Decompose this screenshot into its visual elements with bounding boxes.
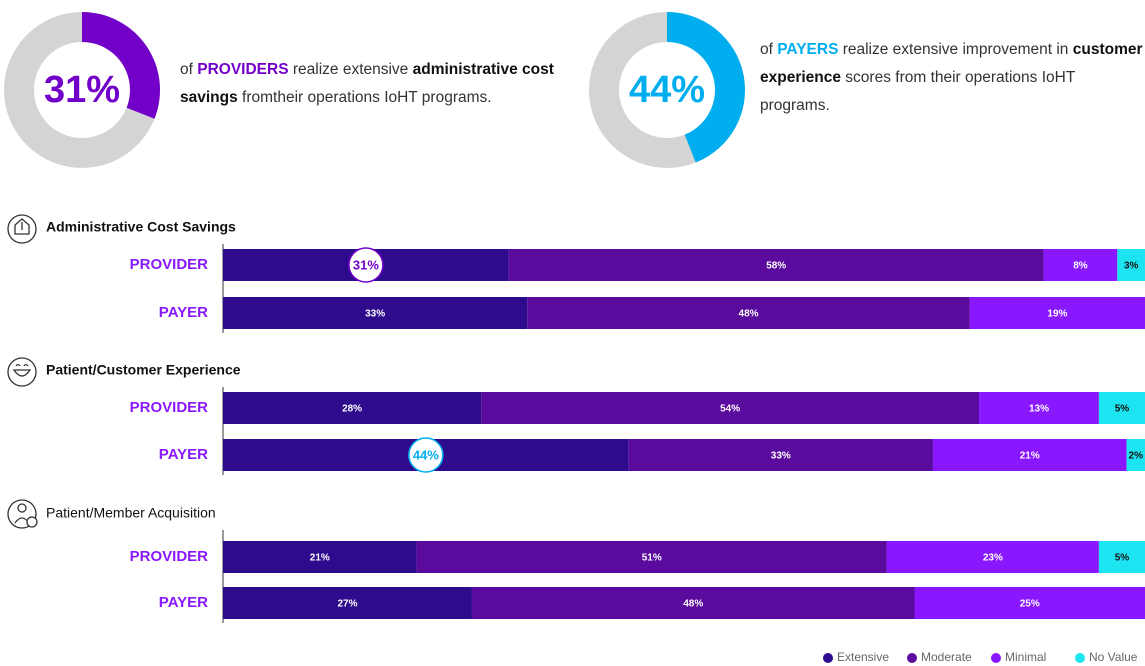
value-label: 5% [1115,404,1130,415]
text-part: fromtheir operations IoHT programs. [237,89,492,106]
value-label: 48% [683,599,703,610]
icon [14,218,30,235]
legend-label: Moderate [921,650,972,664]
bar-segment [1043,249,1118,281]
icon [7,214,37,244]
value-label: 27% [337,599,357,610]
value-label: 3% [1124,261,1139,272]
bar-segment [508,249,1044,281]
description: of PROVIDERS realize extensive administr… [180,56,570,112]
donut-segment [82,12,160,119]
bar-segment [527,297,970,329]
donut-label: 31% [44,69,120,111]
bar-segment [1098,541,1145,573]
value-label: 23% [983,553,1003,564]
bar-segment [979,392,1099,424]
donut-label: 44% [629,69,705,111]
icon [7,357,37,387]
value-label: 25% [1020,599,1040,610]
bar-segment [223,541,417,573]
bar-segment [416,541,887,573]
value-label: 5% [1115,553,1130,564]
bar-segment [969,297,1145,329]
bar-segment [1126,439,1145,471]
value-label: 33% [365,309,385,320]
value-label: 21% [1020,451,1040,462]
icons [7,214,38,529]
legend-swatch [991,653,1001,663]
description: of PAYERS realize extensive improvement … [760,36,1145,120]
value-label: 54% [720,404,740,415]
value-label: 48% [739,309,759,320]
value-label: 8% [1073,261,1088,272]
text-part: PAYERS [777,41,839,58]
bar-segment [932,439,1127,471]
value-label: 31% [353,257,379,272]
bar-segment [886,541,1099,573]
text-part: customer experience [760,41,1143,86]
value-label: 28% [342,404,362,415]
text-part: scores from their operations IoHT progra… [760,69,1076,114]
text-part: administrative cost savings [180,61,554,106]
text-part: of [180,61,198,78]
bar-segment [223,587,472,619]
legend-label: Minimal [1005,650,1046,664]
group-title: Administrative Cost Savings [46,219,236,235]
value-label: 2% [1129,451,1144,462]
legend-swatch [1075,653,1085,663]
icon [7,499,37,529]
value-label: 33% [771,451,791,462]
bar-segment [914,587,1145,619]
text-part: PROVIDERS [197,61,289,78]
donut-segment [667,12,745,163]
bar-segment [481,392,980,424]
group-title: Patient/Member Acquisition [46,505,216,521]
highlight-circle [348,247,384,283]
bar-segment [628,439,933,471]
category-label: PROVIDER [130,256,209,273]
legend-label: No Value [1089,650,1138,664]
category-label: PAYER [159,594,208,611]
value-label: 21% [310,553,330,564]
text-part: of [760,41,778,58]
category-label: PROVIDER [130,399,209,416]
legend-swatch [907,653,917,663]
legend-swatch [823,653,833,663]
bar-segment [471,587,915,619]
group-title: Patient/Customer Experience [46,362,241,378]
category-label: PROVIDER [130,548,209,565]
bar-segment [1117,249,1145,281]
icon [26,516,38,528]
value-label: 58% [766,261,786,272]
icon [12,363,32,377]
value-label: 19% [1047,309,1067,320]
bar-segment [223,392,482,424]
category-label: PAYER [159,304,208,321]
bar-segment [1098,392,1145,424]
bar-segment [223,297,528,329]
legend-label: Extensive [837,650,889,664]
value-label: 13% [1029,404,1049,415]
category-label: PAYER [159,446,208,463]
text-part: realize extensive [288,61,413,78]
text-part: realize extensive improvement in [838,41,1073,58]
value-label: 44% [413,447,439,462]
value-label: 51% [642,553,662,564]
highlight-circle [408,437,444,473]
